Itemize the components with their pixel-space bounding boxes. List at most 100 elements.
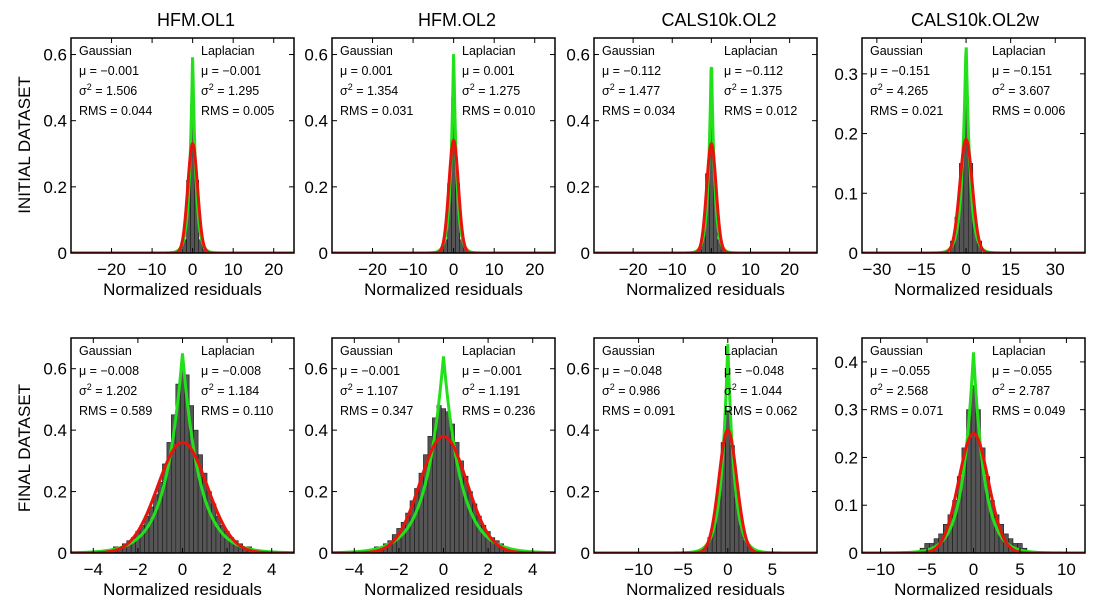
y-tick-label: 0.4	[43, 112, 67, 131]
y-tick-label: 0.2	[834, 448, 858, 467]
laplacian-rms: RMS = 0.062	[724, 404, 797, 418]
x-tick-label: 20	[264, 260, 283, 279]
histogram-bars	[369, 405, 513, 553]
y-tick-label: 0.2	[304, 178, 328, 197]
laplacian-mu: μ = 0.001	[462, 64, 515, 78]
x-tick-label: −10	[866, 560, 895, 579]
laplacian-stats-title: Laplacian	[724, 344, 778, 358]
x-tick-label: 4	[267, 560, 276, 579]
gaussian-sigma2: σ2 = 1.354	[340, 82, 398, 98]
column-title: CALS10k.OL2w	[911, 10, 1040, 30]
y-tick-label: 0.4	[566, 421, 590, 440]
gaussian-stats-title: Gaussian	[340, 44, 393, 58]
row-label-final: FINAL DATASET	[15, 384, 34, 512]
y-tick-label: 0.2	[566, 483, 590, 502]
x-tick-label: −20	[97, 260, 126, 279]
laplacian-sigma2: σ2 = 1.275	[462, 82, 520, 98]
gaussian-fit-curve	[594, 142, 817, 253]
histogram-bar	[139, 525, 145, 553]
laplacian-sigma2: σ2 = 2.787	[992, 382, 1050, 398]
x-tick-label: 2	[483, 560, 492, 579]
y-tick-label: 0.6	[304, 360, 328, 379]
x-axis-label: Normalized residuals	[364, 580, 523, 599]
plot-area	[862, 47, 1085, 253]
x-axis-label: Normalized residuals	[626, 580, 785, 599]
plot-area	[332, 54, 555, 253]
laplacian-sigma2: σ2 = 3.607	[992, 82, 1050, 98]
laplacian-mu: μ = −0.048	[724, 364, 784, 378]
x-tick-label: 5	[768, 560, 777, 579]
x-tick-label: −5	[674, 560, 693, 579]
laplacian-sigma2: σ2 = 1.295	[201, 82, 259, 98]
histogram-bar	[144, 515, 150, 553]
gaussian-mu: μ = −0.048	[602, 364, 662, 378]
x-tick-label: 20	[525, 260, 544, 279]
x-tick-label: −2	[389, 560, 408, 579]
laplacian-mu: μ = −0.001	[201, 64, 261, 78]
gaussian-sigma2: σ2 = 0.986	[602, 382, 660, 398]
gaussian-sigma2: σ2 = 1.506	[79, 82, 137, 98]
x-tick-label: 10	[1057, 560, 1076, 579]
gaussian-fit-curve	[71, 141, 294, 253]
y-tick-label: 0	[581, 244, 590, 263]
plot-area	[332, 356, 555, 553]
laplacian-stats-title: Laplacian	[992, 344, 1046, 358]
histogram-panel: −20 −10 0 10 20 0 0.2 0.4 0.6 Normalized residual…	[304, 37, 556, 299]
plot-area	[71, 57, 294, 253]
gaussian-stats-title: Gaussian	[79, 44, 132, 58]
laplacian-rms: RMS = 0.236	[462, 404, 535, 418]
y-tick-label: 0	[849, 544, 858, 563]
gaussian-mu: μ = 0.001	[340, 64, 393, 78]
y-tick-label: 0.6	[566, 46, 590, 65]
laplacian-sigma2: σ2 = 1.044	[724, 382, 782, 398]
gaussian-rms: RMS = 0.071	[870, 404, 943, 418]
histogram-bar	[220, 525, 226, 553]
laplacian-fit-curve	[332, 356, 555, 553]
row-label-initial: INITIAL DATASET	[15, 76, 34, 214]
plot-frame	[593, 37, 818, 254]
gaussian-stats-title: Gaussian	[79, 344, 132, 358]
y-tick-label: 0.1	[834, 184, 858, 203]
x-tick-label: −5	[917, 560, 936, 579]
gaussian-rms: RMS = 0.034	[602, 104, 675, 118]
laplacian-stats-title: Laplacian	[462, 344, 516, 358]
y-tick-label: 0.2	[304, 483, 328, 502]
histogram-bar	[211, 503, 217, 553]
histogram-panel: −20 −10 0 10 20 0 0.2 0.4 0.6 Normalized residual…	[566, 37, 818, 299]
gaussian-mu: μ = −0.008	[79, 364, 139, 378]
gaussian-mu: μ = −0.055	[870, 364, 930, 378]
y-tick-label: 0.3	[834, 65, 858, 84]
histogram-bar	[445, 411, 451, 553]
plot-area	[594, 66, 817, 253]
laplacian-rms: RMS = 0.012	[724, 104, 797, 118]
laplacian-stats-title: Laplacian	[201, 44, 255, 58]
gaussian-mu: μ = −0.001	[340, 364, 400, 378]
x-tick-label: 0	[178, 560, 187, 579]
x-tick-label: 4	[528, 560, 537, 579]
y-tick-label: 0.4	[304, 112, 328, 131]
gaussian-stats-title: Gaussian	[602, 344, 655, 358]
gaussian-rms: RMS = 0.044	[79, 104, 152, 118]
y-tick-label: 0.6	[566, 360, 590, 379]
gaussian-mu: μ = −0.151	[870, 64, 930, 78]
x-tick-label: 20	[780, 260, 799, 279]
laplacian-mu: μ = −0.055	[992, 364, 1052, 378]
gaussian-sigma2: σ2 = 1.107	[340, 382, 398, 398]
x-axis-label: Normalized residuals	[626, 280, 785, 299]
x-axis-label: Normalized residuals	[364, 280, 523, 299]
gaussian-fit-curve	[862, 137, 1085, 253]
gaussian-sigma2: σ2 = 4.265	[870, 82, 928, 98]
gaussian-rms: RMS = 0.589	[79, 404, 152, 418]
laplacian-mu: μ = −0.008	[201, 364, 261, 378]
x-tick-label: −20	[619, 260, 648, 279]
y-tick-label: 0	[58, 244, 67, 263]
y-tick-label: 0.6	[43, 360, 67, 379]
row-labels: INITIAL DATASET FINAL DATASET	[15, 76, 34, 512]
x-tick-label: 0	[969, 560, 978, 579]
x-tick-label: 10	[224, 260, 243, 279]
plot-frame	[593, 337, 818, 554]
gaussian-fit-curve	[594, 428, 817, 553]
laplacian-rms: RMS = 0.110	[201, 404, 273, 418]
